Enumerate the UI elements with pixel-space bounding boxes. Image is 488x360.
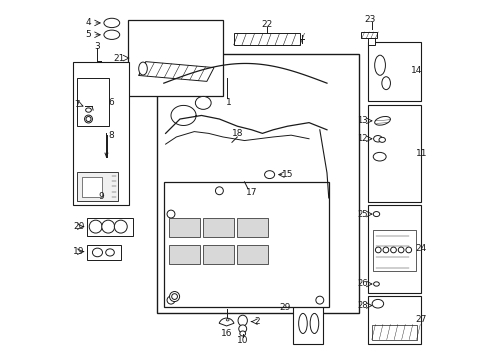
Ellipse shape <box>238 315 247 326</box>
Ellipse shape <box>405 247 411 253</box>
Ellipse shape <box>378 137 385 142</box>
Ellipse shape <box>84 115 92 123</box>
Ellipse shape <box>85 108 91 112</box>
Ellipse shape <box>226 319 228 321</box>
Bar <box>372 230 415 271</box>
Ellipse shape <box>397 247 403 253</box>
Text: 2: 2 <box>253 317 259 326</box>
Bar <box>86 245 121 260</box>
Bar <box>233 33 300 45</box>
Ellipse shape <box>139 62 147 75</box>
Bar <box>163 182 328 307</box>
Ellipse shape <box>104 30 120 40</box>
Ellipse shape <box>372 152 386 161</box>
Bar <box>367 205 421 293</box>
Text: 17: 17 <box>245 188 257 197</box>
Ellipse shape <box>382 247 388 253</box>
Bar <box>367 105 421 202</box>
Ellipse shape <box>309 314 318 333</box>
Ellipse shape <box>169 292 179 302</box>
Bar <box>73 62 128 205</box>
Ellipse shape <box>390 247 396 253</box>
Ellipse shape <box>264 171 274 179</box>
Text: 6: 6 <box>108 98 114 107</box>
Ellipse shape <box>373 282 379 286</box>
Bar <box>86 218 133 235</box>
Ellipse shape <box>371 300 383 308</box>
Ellipse shape <box>238 325 246 333</box>
Ellipse shape <box>373 135 382 142</box>
Text: 14: 14 <box>410 66 422 75</box>
Ellipse shape <box>104 18 120 28</box>
Ellipse shape <box>375 247 380 253</box>
Text: 20: 20 <box>73 222 84 231</box>
Ellipse shape <box>171 294 177 300</box>
Ellipse shape <box>167 210 175 218</box>
Bar <box>292 300 323 344</box>
Bar <box>77 78 109 126</box>
Text: 28: 28 <box>357 301 367 310</box>
Ellipse shape <box>167 296 175 304</box>
Bar <box>169 218 199 237</box>
Text: 25: 25 <box>357 210 367 219</box>
Ellipse shape <box>298 314 306 333</box>
Ellipse shape <box>86 117 91 122</box>
Ellipse shape <box>114 220 127 233</box>
Ellipse shape <box>215 187 223 195</box>
Bar <box>169 244 199 264</box>
Text: 22: 22 <box>261 20 272 29</box>
Bar <box>203 218 233 237</box>
Text: 8: 8 <box>108 131 114 140</box>
Ellipse shape <box>374 55 385 75</box>
Text: 13: 13 <box>357 116 367 125</box>
Ellipse shape <box>239 331 245 336</box>
Text: 3: 3 <box>94 42 100 51</box>
Ellipse shape <box>89 220 102 233</box>
Bar <box>360 32 376 39</box>
Text: 10: 10 <box>237 336 248 345</box>
Text: 4: 4 <box>85 18 91 27</box>
Text: 9: 9 <box>98 192 103 201</box>
Ellipse shape <box>92 248 102 257</box>
Text: 1: 1 <box>225 98 231 107</box>
Bar <box>367 42 421 101</box>
Text: 5: 5 <box>85 30 91 39</box>
Text: 26: 26 <box>357 279 367 288</box>
Text: 15: 15 <box>281 170 293 179</box>
Bar <box>203 244 233 264</box>
Ellipse shape <box>102 220 115 233</box>
Text: 7: 7 <box>74 100 80 109</box>
Ellipse shape <box>374 117 389 125</box>
Bar <box>237 244 267 264</box>
Text: 27: 27 <box>415 315 426 324</box>
Bar <box>237 218 267 237</box>
Text: 23: 23 <box>364 15 375 24</box>
Polygon shape <box>139 62 214 81</box>
Bar <box>367 39 374 45</box>
Text: 19: 19 <box>73 247 84 256</box>
Text: 18: 18 <box>231 129 243 138</box>
Ellipse shape <box>105 249 114 256</box>
Bar <box>128 21 223 96</box>
Bar <box>371 324 416 339</box>
Text: 12: 12 <box>357 134 367 143</box>
Bar <box>367 296 421 344</box>
Text: 29: 29 <box>279 303 290 312</box>
Wedge shape <box>219 318 233 326</box>
Text: 16: 16 <box>221 329 232 338</box>
Ellipse shape <box>195 96 211 109</box>
Text: 24: 24 <box>415 244 426 253</box>
Text: 11: 11 <box>415 149 426 158</box>
Ellipse shape <box>372 212 379 217</box>
Bar <box>77 172 118 201</box>
Bar <box>82 177 102 197</box>
Text: 21: 21 <box>113 54 124 63</box>
Ellipse shape <box>381 77 389 90</box>
Bar <box>156 54 359 313</box>
Ellipse shape <box>315 296 323 304</box>
